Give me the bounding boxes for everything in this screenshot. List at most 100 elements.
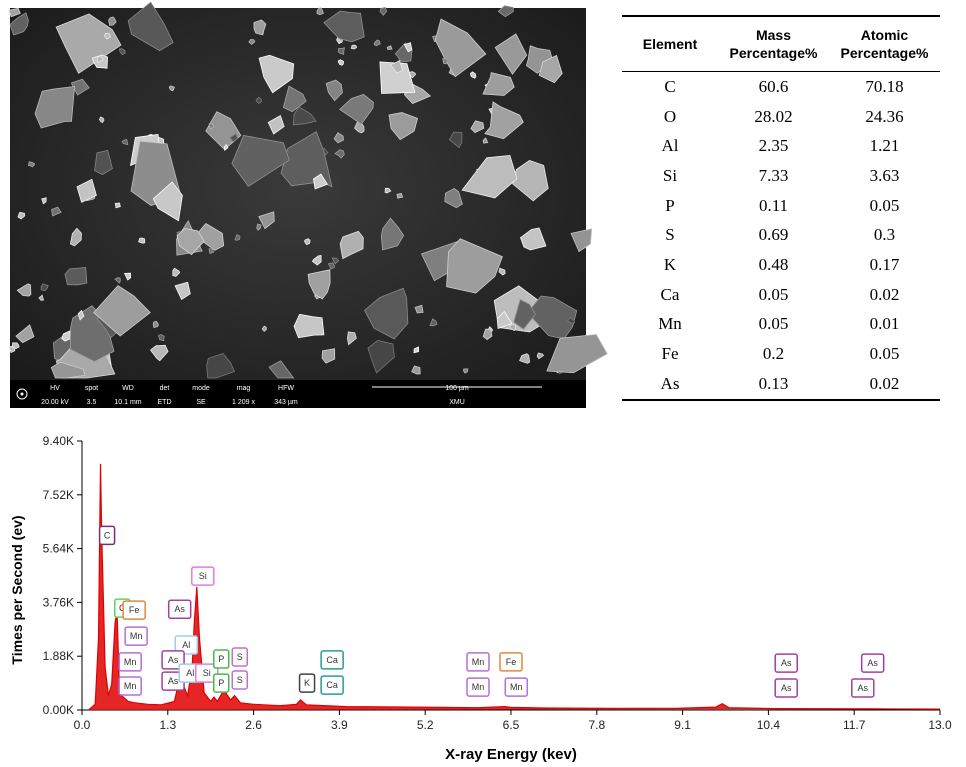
sem-particle — [209, 248, 214, 254]
table-cell: C — [622, 72, 718, 102]
peak-label: Si — [203, 668, 211, 678]
table-cell: 1.21 — [829, 131, 940, 161]
sem-info-name: HFW — [278, 385, 294, 392]
peak-label: Si — [199, 571, 207, 581]
table-cell: 0.05 — [718, 310, 829, 340]
table-cell: 0.05 — [718, 280, 829, 310]
table-cell: 28.02 — [718, 102, 829, 132]
sem-particle — [139, 238, 145, 243]
table-cell: K — [622, 250, 718, 280]
sem-particle — [115, 203, 120, 208]
table-cell: 0.05 — [829, 339, 940, 369]
peak-label: Ca — [326, 680, 338, 690]
sem-info-name: WD — [122, 385, 134, 392]
table-cell: 0.13 — [718, 369, 829, 400]
header-cell: Element — [622, 16, 718, 72]
table-cell: Mn — [622, 310, 718, 340]
x-tick-label: 11.7 — [843, 718, 866, 732]
sem-particle — [65, 268, 87, 285]
sem-scale-label: 100 µm — [445, 385, 469, 392]
y-tick-label: 1.88K — [43, 649, 74, 663]
peak-label: As — [168, 655, 179, 665]
table-cell: As — [622, 369, 718, 400]
x-tick-label: 9.1 — [674, 718, 691, 732]
table-cell: O — [622, 102, 718, 132]
sem-info-value: ETD — [158, 399, 172, 406]
peak-label: As — [174, 604, 185, 614]
peak-label: Mn — [510, 682, 523, 692]
table-cell: Al — [622, 131, 718, 161]
y-tick-label: 7.52K — [43, 488, 74, 502]
peak-label: As — [858, 683, 869, 693]
peak-label: P — [218, 654, 224, 664]
peak-label: As — [781, 658, 792, 668]
peak-label: Mn — [124, 681, 137, 691]
x-tick-label: 2.6 — [245, 718, 262, 732]
peak-label: Mn — [124, 657, 137, 667]
sem-info-value: SE — [196, 399, 206, 406]
table-row: Fe0.20.05 — [622, 339, 940, 369]
table-cell: Si — [622, 161, 718, 191]
table-row: As0.130.02 — [622, 369, 940, 400]
table-row: S0.690.3 — [622, 220, 940, 250]
peak-label: Al — [186, 668, 194, 678]
table-cell: 0.3 — [829, 220, 940, 250]
peak-label: C — [104, 530, 111, 540]
peak-label: Al — [182, 640, 190, 650]
table-cell: 0.17 — [829, 250, 940, 280]
x-tick-label: 6.5 — [503, 718, 520, 732]
table-cell: 0.48 — [718, 250, 829, 280]
sem-info-value: 1 209 x — [232, 399, 255, 406]
table-cell: 60.6 — [718, 72, 829, 102]
sem-info-name: mag — [237, 385, 251, 392]
peak-label: As — [168, 676, 179, 686]
table-cell: 24.36 — [829, 102, 940, 132]
table-row: Mn0.050.01 — [622, 310, 940, 340]
table-cell: P — [622, 191, 718, 221]
sem-info-value: 20.00 kV — [41, 399, 69, 406]
table-cell: 0.01 — [829, 310, 940, 340]
y-tick-label: 9.40K — [43, 434, 74, 448]
header-cell: Mass Percentage% — [718, 16, 829, 72]
peak-label: Mn — [130, 631, 143, 641]
y-tick-label: 0.00K — [43, 703, 74, 717]
table-cell: 7.33 — [718, 161, 829, 191]
table-cell: 0.05 — [829, 191, 940, 221]
page: 100 µm XMU Times per Second (ev) X-ray E… — [0, 0, 966, 767]
sem-particle — [294, 314, 324, 337]
table-cell: Ca — [622, 280, 718, 310]
table-cell: Fe — [622, 339, 718, 369]
sem-lab: XMU — [449, 399, 465, 406]
table-cell: 0.02 — [829, 369, 940, 400]
x-tick-label: 5.2 — [417, 718, 434, 732]
table-cell: 2.35 — [718, 131, 829, 161]
x-tick-label: 10.4 — [757, 718, 781, 732]
table-cell: 70.18 — [829, 72, 940, 102]
table-cell: 0.11 — [718, 191, 829, 221]
y-axis-label: Times per Second (ev) — [9, 515, 25, 664]
peak-label: S — [237, 675, 243, 685]
sem-info-value: 343 µm — [274, 399, 298, 406]
sem-particle — [397, 194, 403, 199]
sem-info-name: spot — [85, 385, 98, 392]
table-row: Si7.333.63 — [622, 161, 940, 191]
peak-label: Mn — [472, 682, 485, 692]
sem-info-name: mode — [192, 385, 210, 392]
peak-label: Ca — [326, 655, 338, 665]
table-cell: 0.2 — [718, 339, 829, 369]
table-cell: 3.63 — [829, 161, 940, 191]
peak-label: P — [218, 678, 224, 688]
sem-info-name: HV — [50, 385, 60, 392]
peak-label: Fe — [506, 657, 517, 667]
x-tick-label: 13.0 — [928, 718, 952, 732]
x-tick-label: 7.8 — [588, 718, 605, 732]
x-axis-label: X-ray Energy (kev) — [445, 746, 577, 763]
